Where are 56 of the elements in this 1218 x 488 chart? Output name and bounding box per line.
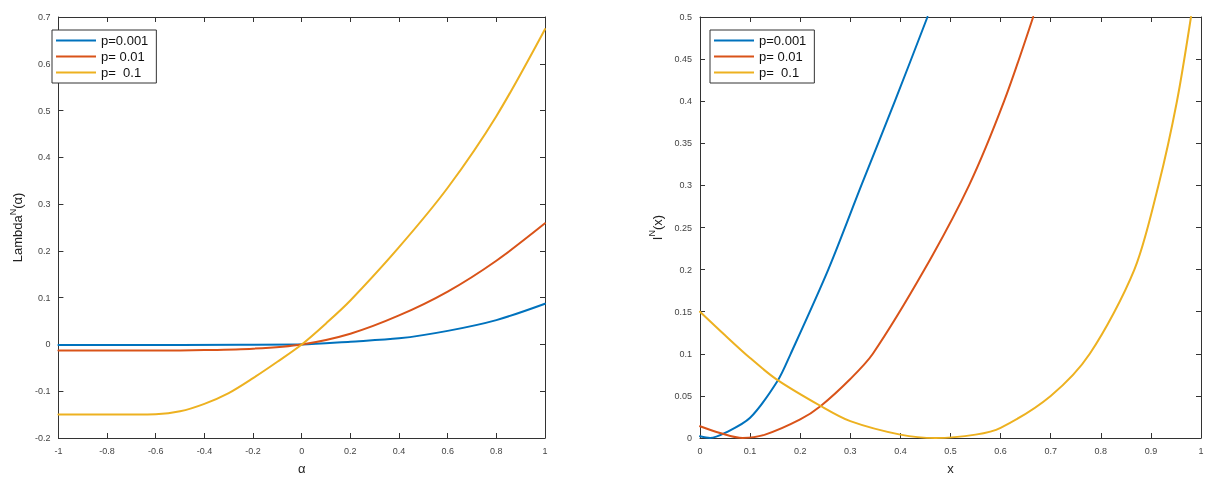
legend-label: p= 0.1: [759, 65, 800, 80]
x-tick-label: 0: [299, 445, 305, 456]
x-tick-label: -0.6: [147, 445, 164, 456]
y-tick-label: 0.3: [679, 180, 692, 191]
x-axis-title: x: [947, 461, 955, 476]
y-tick-label: 0.5: [37, 105, 51, 116]
x-tick-label: 0.2: [793, 445, 807, 456]
x-tick-label: -0.8: [99, 445, 115, 456]
x-tick-label: 0.7: [1044, 445, 1057, 456]
y-tick-label: 0.25: [674, 222, 692, 233]
y-tick-label: 0.35: [674, 138, 692, 149]
x-tick-label: 0.4: [392, 445, 406, 456]
line-series: [57, 28, 546, 416]
x-tick-label: 0.5: [944, 445, 957, 456]
x-tick-label: 0.6: [441, 445, 454, 456]
y-tick-label: 0.45: [674, 54, 692, 65]
legend-label: p=0.001: [759, 33, 807, 48]
y-tick-label: 0: [686, 433, 692, 443]
y-tick-label: 0.4: [37, 152, 51, 163]
y-tick-label: 0.5: [679, 12, 692, 22]
x-tick-label: 0: [697, 445, 703, 456]
legend-label: p= 0.01: [759, 49, 803, 64]
x-tick-label: 0.2: [344, 445, 357, 456]
x-tick-label: 0.8: [490, 445, 503, 456]
y-tick-label: 0.2: [37, 245, 51, 256]
legend-label: p= 0.1: [101, 65, 142, 80]
x-tick-label: -0.4: [196, 445, 213, 456]
y-tick-label: -0.2: [34, 433, 51, 443]
x-tick-label: -0.2: [245, 445, 261, 456]
x-tick-label: 0.8: [1094, 445, 1108, 456]
x-tick-label: 0.1: [743, 445, 757, 456]
y-tick-label: 0.3: [37, 199, 51, 210]
y-axis-title: IN(x): [647, 214, 665, 241]
x-tick-label: 0.9: [1144, 445, 1158, 456]
legend-label: p= 0.01: [101, 49, 145, 64]
y-axis-title: LambdaN(α): [7, 192, 25, 263]
y-tick-label: 0.1: [679, 348, 692, 359]
y-tick-label: 0.7: [37, 12, 51, 22]
y-tick-label: 0.1: [37, 292, 51, 303]
y-tick-label: 0.6: [37, 58, 51, 69]
y-tick-label: 0.4: [679, 96, 692, 107]
y-tick-label: 0.15: [674, 306, 692, 317]
x-axis-title: α: [297, 461, 306, 476]
x-tick-label: 0.4: [894, 445, 907, 456]
y-tick-label: 0.2: [679, 264, 692, 275]
x-tick-label: 0.6: [994, 445, 1007, 456]
y-tick-label: 0.05: [674, 390, 692, 401]
x-tick-label: -1: [54, 445, 63, 456]
y-tick-label: 0: [45, 339, 51, 350]
x-tick-label: 0.3: [844, 445, 857, 456]
legend-label: p=0.001: [101, 33, 149, 48]
x-tick-label: 1: [542, 445, 548, 456]
x-tick-label: 1: [1198, 445, 1204, 456]
line-series: [57, 222, 546, 352]
y-tick-label: -0.1: [34, 386, 51, 397]
line-series: [57, 302, 546, 346]
